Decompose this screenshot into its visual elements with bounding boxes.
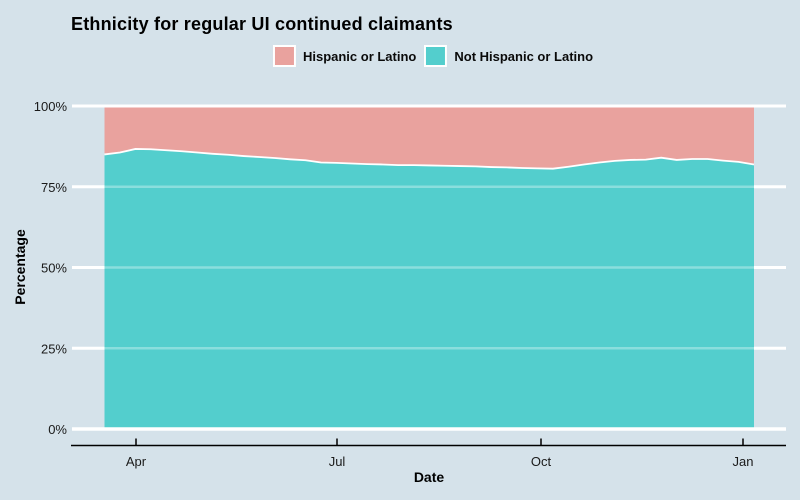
y-tick-label: 75% (41, 180, 67, 195)
x-axis-title: Date (413, 469, 445, 485)
legend-item-not-hispanic: Not Hispanic or Latino (424, 45, 593, 67)
x-tick-label: Apr (126, 454, 147, 469)
y-tick-label: 50% (41, 261, 67, 276)
y-tick-label: 0% (48, 422, 67, 437)
y-tick-label: 25% (41, 341, 67, 356)
x-tick-label: Oct (531, 454, 552, 469)
legend-item-hispanic: Hispanic or Latino (272, 45, 417, 67)
y-axis-title: Percentage (12, 229, 28, 305)
x-tick-label: Jul (329, 454, 346, 469)
x-tick-label: Jan (733, 454, 754, 469)
legend-swatch-hispanic-icon (272, 45, 296, 67)
legend: Hispanic or Latino Not Hispanic or Latin… (272, 45, 593, 67)
chart-title: Ethnicity for regular UI continued claim… (71, 14, 453, 34)
legend-label-hispanic: Hispanic or Latino (302, 48, 417, 64)
series-boundary-line (104, 148, 755, 170)
y-tick-label: 100% (34, 99, 68, 114)
area-not-hispanic (104, 148, 754, 430)
legend-label-not-hispanic: Not Hispanic or Latino (454, 48, 594, 64)
legend-swatch-not-hispanic-icon (424, 45, 448, 67)
area-hispanic (104, 106, 754, 169)
